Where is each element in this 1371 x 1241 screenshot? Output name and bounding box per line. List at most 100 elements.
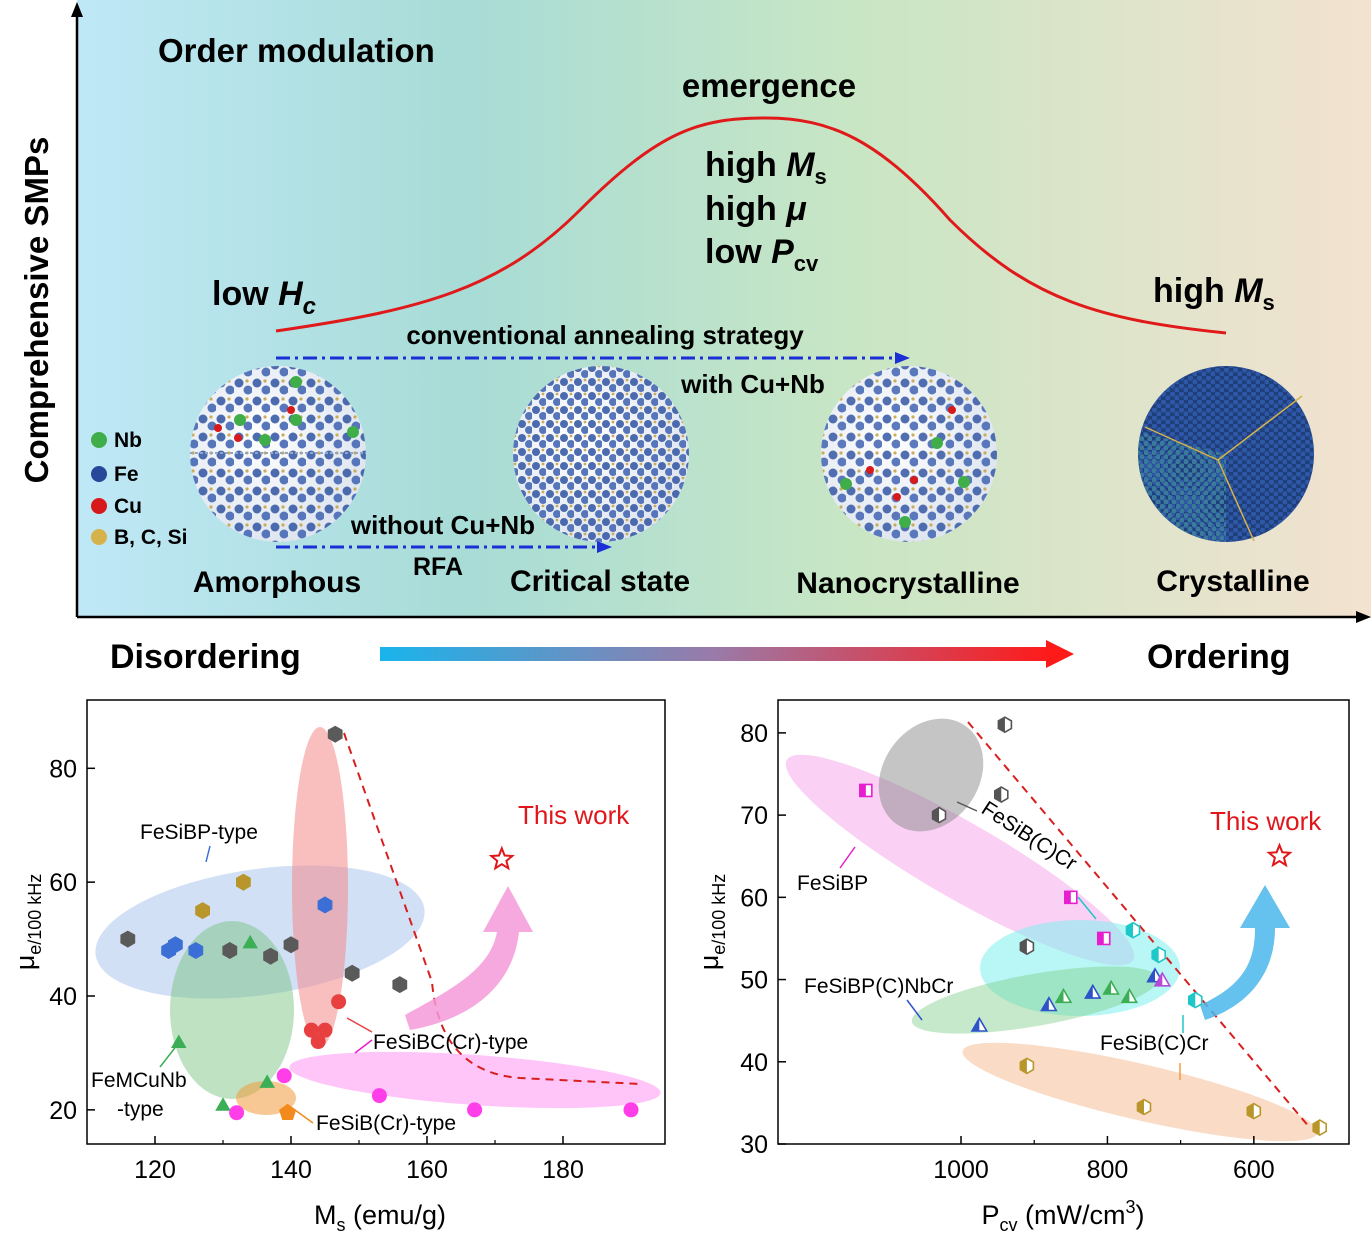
y-axis-arrowhead [71,2,83,17]
left-point-circle [623,1102,639,1118]
peak-prop-3: low Pcv [705,233,819,276]
right-point-half-triangle [1084,983,1102,999]
right-leader-gray [956,801,978,812]
lower-path-arrowhead [597,541,612,553]
left-x-tick-label: 140 [270,1156,312,1184]
left-plot-frame [86,699,666,1145]
right-x-tick-label: 800 [1087,1156,1129,1184]
right-point-half-hexagon [1246,1102,1262,1120]
schematic-y-label: Comprehensive SMPs [18,137,55,484]
right-point-half-hexagon [1019,938,1035,956]
lower-path-label: without Cu+Nb [350,510,535,540]
right-point-star [1266,842,1293,868]
left-point-circle [467,1102,483,1118]
peak-prop-1: high Ms [705,146,827,189]
nanocrystalline-disc [821,366,997,542]
left-x-tick-label: 160 [406,1156,448,1184]
right-leader-fesibp [839,846,856,869]
left-point-circle [303,1022,319,1038]
right-y-tick-label: 80 [740,720,768,748]
schematic-title: Order modulation [158,32,435,69]
element-legend: Nb Fe Cu B, C, Si [91,429,188,549]
left-group-fesib-orange [236,1081,296,1115]
right-point-half-triangle [1120,987,1139,1004]
right-group-fesibp [785,754,1135,966]
left-point-hexagon [392,976,408,994]
left-point-hexagon [120,930,136,948]
upper-path-note: with Cu+Nb [680,369,825,399]
right-leader-cyan-top [1077,896,1097,920]
legend-nb-label: Nb [114,429,142,452]
left-label-fesib: FeSiB(Cr)-type [316,1112,456,1135]
state-nanocrystalline: Nanocrystalline [796,567,1019,600]
upper-path-arrowhead [895,352,910,364]
right-point-half-hexagon [1019,1057,1035,1075]
left-label-femcunb-2: -type [117,1098,164,1121]
right-label-fesibpcnbcr: FeSiBP(C)NbCr [804,975,953,998]
right-point-half-triangle [1153,971,1172,987]
left-group-femcunb [170,921,294,1099]
left-point-hexagon [327,725,343,743]
right-x-tick-label: 1000 [933,1156,989,1184]
legend-fe-icon [91,466,107,482]
right-point-half-square [1096,931,1111,946]
left-point-hexagon [344,964,360,982]
right-prop: high Ms [1153,272,1275,315]
right-point-half-hexagon [1312,1119,1327,1137]
left-x-tick-label: 120 [134,1156,176,1184]
left-x-tick-label: 180 [542,1156,584,1184]
critical-state-disc [513,366,689,542]
left-point-pentagon [279,1103,297,1120]
right-point-half-hexagon [997,716,1013,734]
left-point-circle [229,1105,245,1121]
left-leader-fesibc-red [346,1017,373,1033]
state-critical: Critical state [510,565,690,598]
left-label-fesibc: FeSiBC(Cr)-type [373,1031,528,1054]
right-point-half-hexagon [1151,946,1166,964]
left-point-triangle [171,1034,187,1048]
left-chart-axes: 120 140 160 180 20 40 60 80 [49,755,584,1184]
left-label-femcunb-1: FeMCuNb [91,1069,187,1092]
right-point-half-square [859,783,873,798]
right-y-tick-label: 40 [740,1049,768,1077]
legend-fe-label: Fe [114,463,139,486]
right-chart-marks [859,716,1327,1137]
left-chart: 120 140 160 180 20 40 60 80 This work FeSiBP-ty… [10,699,666,1235]
amorphous-disc [190,366,366,542]
left-point-circle [317,1022,333,1038]
left-y-title: μe/100 kHz [10,874,45,971]
left-leader-femcunb [159,1039,182,1068]
left-trend-arrow [405,886,533,1030]
right-leader-blue [906,999,923,1021]
right-trend-arrow [1200,885,1290,1020]
right-point-half-triangle [970,1016,989,1032]
peak-label: emergence [682,67,856,104]
legend-nb-icon [91,432,107,448]
right-y-tick-label: 30 [740,1131,768,1159]
right-y-tick-label: 50 [740,967,768,995]
left-prop: low Hc [212,275,316,320]
left-y-tick-label: 60 [49,869,77,897]
right-point-half-hexagon [1125,921,1141,939]
legend-bcsi-icon [91,529,107,545]
left-point-hexagon [195,902,210,920]
right-chart-axes: 1000 800 600 30 40 50 60 70 80 [740,720,1275,1184]
left-leader-fesib [294,1109,314,1124]
right-point-half-triangle [1054,987,1073,1004]
legend-cu-label: Cu [114,495,142,518]
ordering-arrowhead [1046,640,1074,668]
left-y-tick-label: 40 [49,983,77,1011]
right-group-gray [878,718,984,832]
arrow-left-label: Disordering [110,638,301,676]
right-x-tick-label: 600 [1233,1156,1275,1184]
right-y-title: μe/100 kHz [694,874,729,971]
state-crystalline: Crystalline [1156,565,1309,598]
left-point-triangle [215,1097,231,1111]
upper-path-label: conventional annealing strategy [406,320,804,350]
left-point-hexagon [283,936,299,954]
lower-path-note: RFA [413,553,463,581]
x-axis-arrowhead [1356,611,1371,623]
right-point-half-triangle [1102,979,1120,995]
